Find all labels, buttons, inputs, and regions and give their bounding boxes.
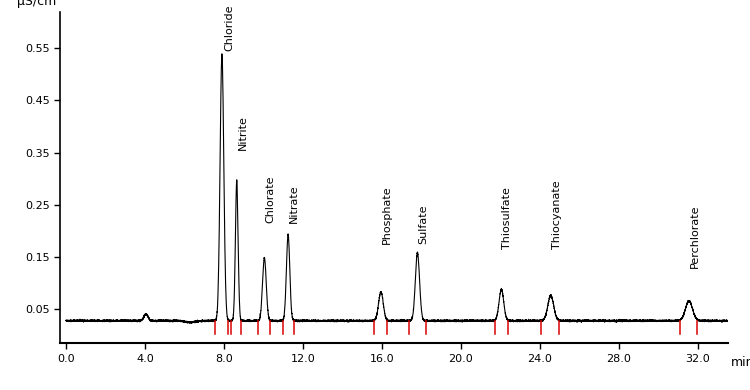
Text: Thiosulfate: Thiosulfate	[503, 187, 512, 249]
Text: μS/cm: μS/cm	[16, 0, 56, 8]
Text: Nitrate: Nitrate	[289, 184, 299, 223]
Text: Chloride: Chloride	[224, 4, 234, 51]
Text: min: min	[730, 356, 750, 369]
Text: Chlorate: Chlorate	[266, 176, 275, 223]
Text: Sulfate: Sulfate	[419, 204, 428, 244]
Text: Nitrite: Nitrite	[238, 115, 248, 150]
Text: Perchlorate: Perchlorate	[690, 204, 700, 268]
Text: Phosphate: Phosphate	[382, 185, 392, 244]
Text: Thiocyanate: Thiocyanate	[552, 181, 562, 249]
